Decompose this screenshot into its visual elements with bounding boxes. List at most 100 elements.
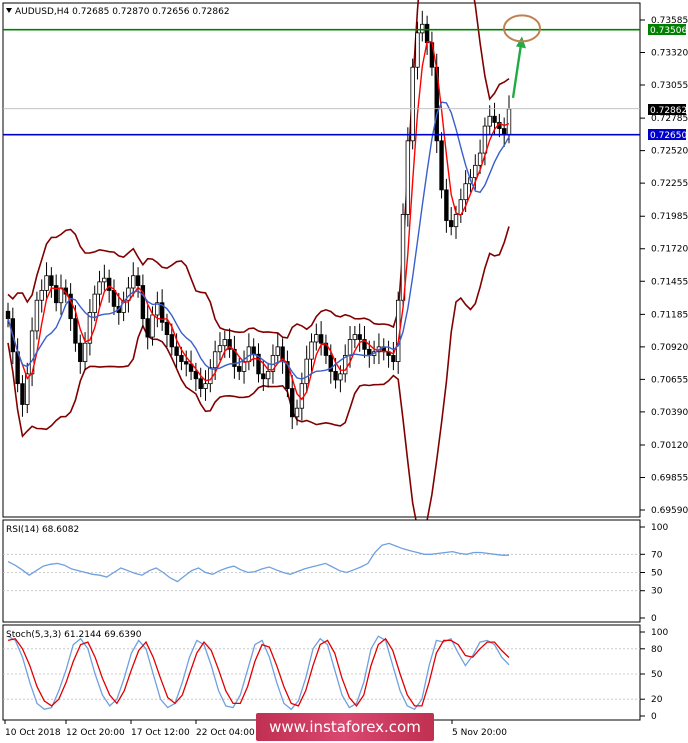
price-tick-label: 0.70655 bbox=[651, 375, 688, 385]
candle-body bbox=[477, 152, 483, 166]
candle-body bbox=[198, 378, 203, 389]
candle-body bbox=[39, 290, 44, 301]
candle-body bbox=[111, 290, 117, 307]
candle-body bbox=[106, 277, 112, 291]
candle-body bbox=[352, 334, 358, 340]
candle-body bbox=[25, 373, 30, 405]
candle-body bbox=[208, 367, 213, 385]
candle-body bbox=[391, 355, 396, 362]
candle-body bbox=[241, 361, 247, 372]
stoch-header: Stoch(5,3,3) 61.2144 69.6390 bbox=[6, 630, 142, 640]
candle-body bbox=[232, 348, 237, 367]
candle-body bbox=[246, 346, 252, 362]
candle-body bbox=[338, 373, 343, 381]
candle-body bbox=[448, 220, 454, 228]
candle-body bbox=[184, 361, 189, 365]
candle-body bbox=[347, 339, 353, 356]
candle-body bbox=[444, 189, 449, 221]
candle-body bbox=[256, 353, 261, 375]
candle-body bbox=[159, 302, 165, 323]
price-tick-label: 0.72785 bbox=[651, 114, 688, 124]
candle-body bbox=[463, 183, 468, 201]
candle-body bbox=[275, 346, 280, 356]
moving-average-fast-line bbox=[7, 41, 510, 401]
price-tick-label: 0.71455 bbox=[651, 277, 688, 287]
candle-body bbox=[53, 285, 59, 304]
level-blue-tag bbox=[648, 129, 686, 140]
rsi-tick-label: 100 bbox=[651, 523, 668, 533]
stoch-signal-line bbox=[7, 637, 510, 707]
stoch-tick-label: 80 bbox=[651, 645, 663, 655]
candle-body bbox=[82, 342, 88, 362]
price-tick-label: 0.71185 bbox=[651, 310, 688, 320]
stoch-plot-area bbox=[3, 635, 640, 711]
candle-body bbox=[135, 275, 141, 286]
candle-body bbox=[251, 346, 256, 355]
candle-body bbox=[261, 373, 266, 380]
rsi-panel-frame bbox=[2, 519, 641, 623]
candle-body bbox=[73, 318, 78, 344]
candle-body bbox=[501, 128, 507, 136]
candle-body bbox=[131, 275, 136, 289]
main-panel-header: AUDUSD,H4 0.72685 0.72870 0.72656 0.7286… bbox=[15, 7, 230, 17]
rsi-header: RSI(14) 68.6082 bbox=[6, 525, 79, 535]
price-tick-label: 0.70390 bbox=[651, 408, 688, 418]
candle-body bbox=[20, 383, 25, 405]
candle-body bbox=[294, 407, 300, 418]
watermark-banner: www.instaforex.com bbox=[256, 713, 434, 741]
candle-body bbox=[193, 371, 199, 380]
price-tick-label: 0.71985 bbox=[651, 212, 688, 222]
candle-body bbox=[473, 164, 478, 179]
candle-body bbox=[145, 318, 150, 338]
candle-body bbox=[318, 334, 324, 344]
candle-body bbox=[164, 321, 170, 336]
candle-body bbox=[92, 293, 97, 313]
candle-body bbox=[87, 312, 93, 344]
time-tick-label: 22 Oct 04:00 bbox=[196, 728, 255, 738]
price-tick-label: 0.71720 bbox=[651, 245, 688, 255]
time-tick-label: 5 Nov 20:00 bbox=[452, 728, 507, 738]
candle-body bbox=[492, 115, 497, 123]
candle-body bbox=[68, 293, 73, 320]
stoch-tick-label: 100 bbox=[651, 628, 668, 638]
candle-body bbox=[299, 383, 305, 409]
candle-body bbox=[212, 351, 218, 369]
level-green-tag bbox=[648, 24, 686, 35]
candle-body bbox=[304, 358, 309, 385]
candle-body bbox=[78, 342, 83, 362]
stoch-tick-label: 0 bbox=[651, 712, 657, 722]
stoch-tick-label: 50 bbox=[651, 670, 663, 680]
price-axis: 0.73585 0.73320 0.73055 0.72785 0.72520 0.722… bbox=[640, 16, 688, 516]
rsi-tick-label: 70 bbox=[651, 550, 663, 560]
candle-body bbox=[506, 108, 512, 136]
projection-arrow bbox=[511, 44, 523, 99]
candle-body bbox=[227, 339, 232, 350]
rsi-axis: 100 70 50 30 0 bbox=[640, 523, 668, 624]
panel-collapse-icon[interactable] bbox=[6, 8, 12, 13]
candle-body bbox=[333, 371, 338, 381]
candle-body bbox=[5, 310, 11, 320]
level-current-tag bbox=[648, 104, 686, 115]
target-circle bbox=[503, 14, 541, 43]
level-green-label: 0.73506 bbox=[650, 26, 687, 36]
candle-body bbox=[97, 281, 102, 295]
rsi-line bbox=[7, 542, 509, 583]
price-tick-label: 0.70920 bbox=[651, 343, 688, 353]
price-tick-label: 0.70120 bbox=[651, 441, 688, 451]
time-tick-label: 12 Oct 20:00 bbox=[66, 728, 125, 738]
candle-body bbox=[415, 32, 420, 68]
rsi-plot-area bbox=[3, 542, 640, 592]
candle-body bbox=[328, 355, 333, 372]
level-current-label: 0.72862 bbox=[650, 106, 687, 116]
candle-body bbox=[410, 66, 415, 142]
candle-body bbox=[155, 302, 160, 316]
price-tick-label: 0.72520 bbox=[651, 147, 688, 157]
candle-body bbox=[58, 287, 64, 304]
level-blue-label: 0.72650 bbox=[650, 131, 687, 141]
candle-body bbox=[405, 140, 411, 215]
price-tick-label: 0.73055 bbox=[651, 81, 688, 91]
candle-body bbox=[140, 285, 146, 320]
candle-body bbox=[487, 115, 492, 127]
bollinger-upper-line bbox=[7, 0, 510, 339]
